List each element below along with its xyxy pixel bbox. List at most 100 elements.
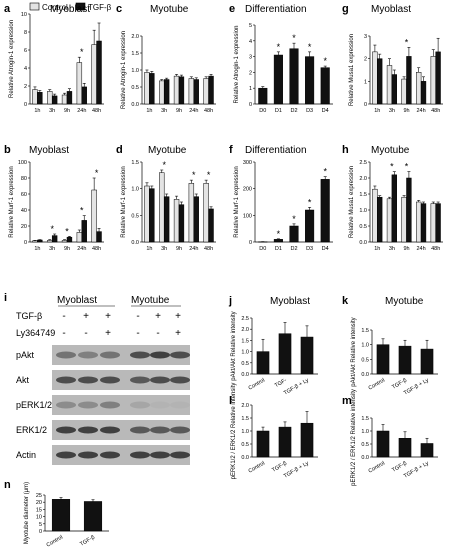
y-tick-label: 100	[243, 213, 252, 219]
y-tick-label: 1.5	[131, 51, 139, 57]
x-tick-label: 3h	[161, 246, 167, 252]
bar-m	[376, 430, 390, 458]
bar-c	[149, 73, 155, 105]
bar-a	[32, 89, 38, 105]
blot-row-tgf-label: TGF-β	[16, 311, 42, 321]
y-tick-label: 200	[243, 187, 252, 193]
blot-band	[56, 401, 76, 409]
y-axis-label-b: Relative Murf-1 expression	[9, 166, 15, 237]
blot-strip	[52, 395, 190, 415]
bar-m	[420, 443, 434, 458]
blot-band	[56, 376, 76, 384]
y-tick-label: 0	[24, 102, 27, 108]
x-tick-label: 3h	[389, 108, 395, 114]
x-tick-label: 24h	[189, 108, 198, 114]
significance-mark: *	[277, 42, 281, 52]
bar-a	[47, 91, 53, 105]
western-blot-panel: i Myoblast Myotube TGF-β Ly364749 - + + - + +…	[4, 292, 190, 465]
blot-mark: -	[136, 328, 139, 339]
bar-e	[289, 48, 299, 105]
chart-panel-e: e Differentiation 0 1 2 3 4 5 Relative Atrogin-1…	[229, 3, 333, 114]
x-tick-label: 9h	[403, 108, 409, 114]
y-axis-label-c: Relative Atrogin-1 expression	[121, 31, 127, 109]
x-tick-label: TGF-β + Ly	[283, 377, 310, 396]
x-tick-label: 3h	[161, 108, 167, 114]
y-tick-label: 2	[249, 70, 252, 76]
bar-d	[203, 183, 209, 243]
blot-mark: +	[175, 311, 181, 322]
x-tick-label: 48h	[204, 108, 213, 114]
x-tick-label: Control	[46, 535, 64, 549]
x-tick-label: 9h	[64, 246, 70, 252]
bar-g	[420, 81, 427, 105]
panel-title-d: Myotube	[148, 145, 187, 156]
bar-b	[81, 220, 87, 243]
bar-h	[420, 203, 427, 243]
blot-row-ly-label: Ly364749	[16, 328, 55, 338]
y-tick-label: 1	[249, 86, 252, 92]
bar-a	[91, 44, 97, 105]
chart-panel-k: k Myotube 0.0 0.5 1.0 1.5 pAkt/Akt Relative in…	[342, 295, 438, 397]
significance-mark: *	[292, 33, 296, 43]
y-tick-label: 2	[24, 84, 27, 90]
y-tick-label: 1.5	[361, 416, 369, 422]
x-tick-label: TGF-β + Ly	[403, 377, 430, 396]
bar-b	[61, 240, 68, 243]
significance-mark: *	[405, 37, 409, 47]
bar-b	[37, 239, 43, 243]
x-tick-label: D0	[259, 108, 266, 114]
y-tick-label: 0.0	[241, 372, 249, 378]
chart-panel-j: j Myoblast 0.0 0.5 1.0 1.5 2.0 2.5 pAkt/Akt Rela…	[228, 295, 318, 397]
significance-mark: *	[292, 214, 296, 224]
panel-title-e: Differentiation	[245, 4, 307, 15]
x-tick-label: 1h	[146, 108, 152, 114]
significance-mark: *	[277, 229, 281, 239]
panel-label-i: i	[4, 292, 7, 304]
y-tick-label: 2.0	[359, 176, 367, 182]
y-tick-label: 2.0	[241, 403, 249, 409]
y-tick-label: 15	[36, 507, 42, 513]
x-tick-label: Control	[248, 461, 266, 475]
blot-bands: pAkt Akt pERK1/2 ERK1/2 Actin	[16, 345, 190, 465]
blot-band	[130, 426, 150, 434]
y-tick-label: 1.0	[241, 429, 249, 435]
y-axis-label-k: pAkt/Akt Relative intensity	[351, 317, 357, 386]
y-tick-label: 4	[249, 39, 252, 45]
y-tick-label: 0.0	[131, 240, 139, 246]
panel-label-b: b	[4, 144, 11, 156]
panel-label-a: a	[4, 3, 11, 15]
blot-band	[150, 376, 170, 384]
bar-h	[391, 174, 397, 243]
chart-panel-g: g Myoblast 0 1 2 3 Relative Musa1 expression 1h…	[342, 3, 443, 114]
panel-title-f: Differentiation	[245, 145, 307, 156]
y-tick-label: 1.0	[241, 350, 249, 356]
bar-d	[208, 208, 214, 243]
panel-label-n: n	[4, 479, 11, 491]
bar-h	[435, 203, 441, 243]
y-tick-label: 1.5	[241, 416, 249, 422]
x-tick-label: 48h	[92, 108, 101, 114]
significance-mark: *	[308, 42, 312, 52]
bar-g	[416, 72, 422, 105]
x-tick-label: D1	[275, 246, 282, 252]
x-tick-label: D4	[322, 246, 329, 252]
blot-band	[100, 401, 120, 409]
bar-c	[159, 80, 165, 105]
bar-c	[173, 75, 180, 105]
x-tick-label: 24h	[77, 246, 86, 252]
bar-h	[406, 177, 412, 243]
blot-band-label: pERK1/2	[16, 400, 52, 410]
x-tick-label: 1h	[374, 108, 380, 114]
y-tick-label: 80	[21, 176, 27, 182]
blot-band	[56, 426, 76, 434]
x-tick-label: 3h	[49, 246, 55, 252]
y-tick-label: 0	[249, 240, 252, 246]
blot-mark: +	[105, 328, 111, 339]
blot-group-myotube: Myotube	[131, 295, 170, 306]
x-tick-label: 48h	[431, 246, 440, 252]
x-tick-label: TGF-	[274, 377, 288, 389]
significance-mark: *	[390, 162, 394, 172]
x-tick-label: 24h	[417, 246, 426, 252]
bar-b	[51, 235, 58, 243]
